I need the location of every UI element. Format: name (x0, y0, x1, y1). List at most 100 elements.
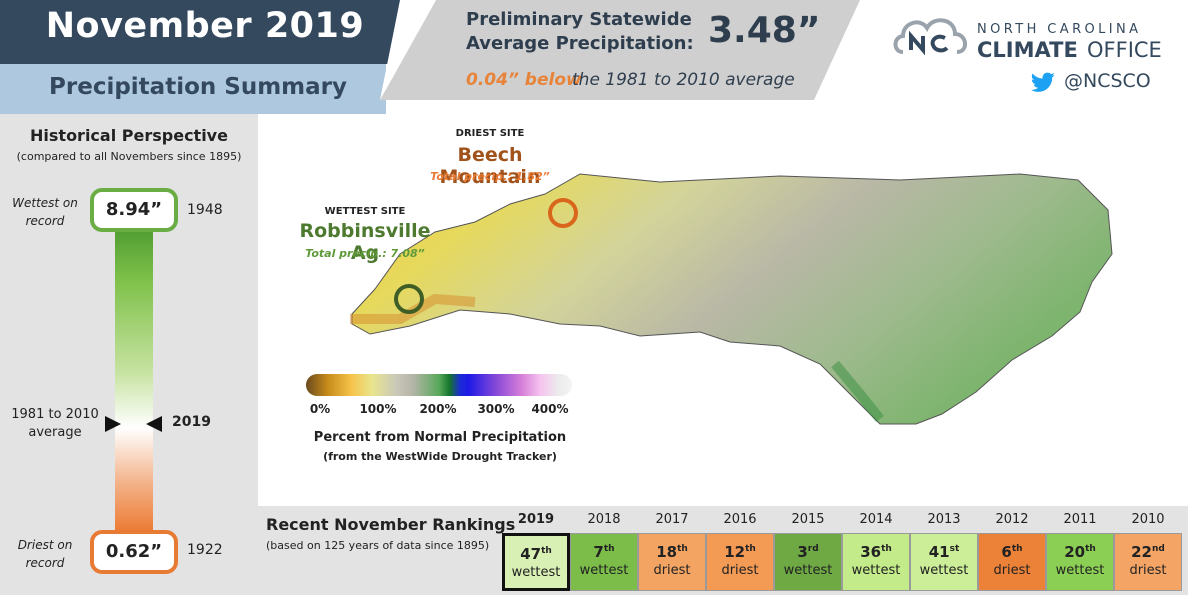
ranking-desc: wettest (579, 563, 629, 578)
historical-gauge (115, 226, 153, 532)
comparison-highlight: 0.04” below (466, 70, 582, 90)
ranking-year: 2014 (859, 512, 893, 527)
ranking-number: 36th (860, 543, 892, 561)
ranking-year: 2015 (791, 512, 825, 527)
ranking-year: 2011 (1063, 512, 1097, 527)
legend-tick: 300% (477, 402, 515, 416)
rankings-title: Recent November Rankings (266, 515, 516, 534)
statewide-value: 3.48” (708, 10, 821, 51)
ranking-year: 2012 (995, 512, 1029, 527)
ranking-number: 22nd (1131, 543, 1165, 561)
legend-tick: 100% (359, 402, 397, 416)
climate-office-logo-icon (893, 18, 967, 56)
average-marker-icon (105, 416, 121, 432)
ranking-number: 18th (656, 543, 688, 561)
average-label: 1981 to 2010 average (11, 407, 99, 440)
wettest-site-name: Robbinsville Ag (299, 220, 431, 264)
ranking-number: 7th (593, 543, 615, 561)
current-year-marker-icon (146, 416, 162, 432)
driest-value-badge: 0.62” (90, 530, 178, 574)
wettest-value-badge: 8.94” (90, 188, 178, 232)
historical-subtitle: (compared to all Novembers since 1895) (16, 150, 242, 163)
twitter-icon[interactable] (1030, 72, 1056, 94)
ranking-year: 2016 (723, 512, 757, 527)
header-subtitle-banner (0, 64, 386, 114)
ranking-cell: 3rd wettest (774, 533, 842, 591)
ranking-number: 20th (1064, 543, 1096, 561)
nc-state-shape (351, 173, 1113, 425)
wettest-site-total: Total precip.: 7.08” (305, 247, 425, 260)
logo-text-climate: CLIMATE (977, 38, 1078, 62)
driest-site-total: Total precip.: 1.82” (430, 170, 550, 183)
page-subtitle: Precipitation Summary (49, 74, 347, 100)
legend-colorbar (306, 374, 572, 396)
ranking-desc: driest (993, 563, 1031, 578)
rankings-grid: 2019 47th wettest 2018 7th wettest 2017 … (502, 509, 1182, 593)
nc-precip-map (350, 173, 1113, 425)
ranking-cell: 41st wettest (910, 533, 978, 591)
rankings-subtitle: (based on 125 years of data since 1895) (266, 539, 490, 552)
summary-panel-gap (380, 0, 436, 100)
driest-label: Driest on record (17, 538, 73, 570)
legend-title: Percent from Normal Precipitation (313, 430, 567, 445)
ranking-number: 12th (724, 543, 756, 561)
ranking-year: 2017 (655, 512, 689, 527)
driest-site-tag: DRIEST SITE (455, 128, 525, 139)
logo-text-top: NORTH CAROLINA (977, 22, 1142, 37)
ranking-desc: wettest (511, 565, 561, 580)
ranking-desc: wettest (1055, 563, 1105, 578)
ranking-year: 2013 (927, 512, 961, 527)
ranking-cell: 7th wettest (570, 533, 638, 591)
ranking-column: 2010 22nd driest (1114, 509, 1182, 593)
ranking-desc: driest (721, 563, 759, 578)
header-title-banner (0, 0, 400, 64)
current-year-label: 2019 (172, 414, 211, 430)
summary-panel-shape (380, 0, 860, 100)
ranking-number: 6th (1001, 543, 1023, 561)
ranking-column: 2017 18th driest (638, 509, 706, 593)
wet-region-east (831, 360, 884, 423)
ranking-column: 2019 47th wettest (502, 509, 570, 593)
ranking-column: 2015 3rd wettest (774, 509, 842, 593)
ranking-desc: wettest (851, 563, 901, 578)
ranking-desc: driest (653, 563, 691, 578)
ranking-desc: wettest (783, 563, 833, 578)
ranking-cell: 12th driest (706, 533, 774, 591)
ranking-cell: 6th driest (978, 533, 1046, 591)
comparison-text: the 1981 to 2010 average (572, 70, 795, 90)
historical-title: Historical Perspective (30, 126, 228, 145)
statewide-label: Preliminary Statewide Average Precipitat… (466, 8, 696, 56)
legend-source: (from the WestWide Drought Tracker) (323, 450, 557, 463)
wettest-year: 1948 (187, 202, 223, 218)
ranking-number: 47th (520, 545, 552, 563)
wettest-label: Wettest on record (12, 196, 78, 228)
ranking-column: 2011 20th wettest (1046, 509, 1114, 593)
wettest-site-tag: WETTEST SITE (324, 206, 406, 217)
statewide-summary-panel (380, 0, 860, 100)
ranking-column: 2012 6th driest (978, 509, 1046, 593)
driest-site-marker (548, 198, 578, 228)
legend-tick: 0% (309, 402, 331, 416)
statewide-label-line1: Preliminary Statewide (466, 9, 692, 30)
ranking-number: 3rd (797, 543, 819, 561)
ranking-cell: 20th wettest (1046, 533, 1114, 591)
wettest-site-marker (394, 284, 424, 314)
ranking-year: 2019 (517, 512, 555, 527)
logo-text-office: OFFICE (1087, 38, 1162, 62)
ranking-column: 2018 7th wettest (570, 509, 638, 593)
ranking-cell: 18th driest (638, 533, 706, 591)
page-title: November 2019 (45, 6, 365, 46)
ranking-column: 2013 41st wettest (910, 509, 978, 593)
ranking-number: 41st (928, 543, 960, 561)
legend-tick: 400% (531, 402, 569, 416)
twitter-handle[interactable]: @NCSCO (1064, 70, 1151, 92)
driest-year: 1922 (187, 542, 223, 558)
ranking-column: 2014 36th wettest (842, 509, 910, 593)
statewide-label-line2: Average Precipitation: (466, 33, 694, 54)
ranking-column: 2016 12th driest (706, 509, 774, 593)
ranking-year: 2018 (587, 512, 621, 527)
ranking-desc: driest (1129, 563, 1167, 578)
ranking-cell: 22nd driest (1114, 533, 1182, 591)
driest-site-name: Beech Mountain (439, 144, 541, 188)
ranking-cell: 36th wettest (842, 533, 910, 591)
